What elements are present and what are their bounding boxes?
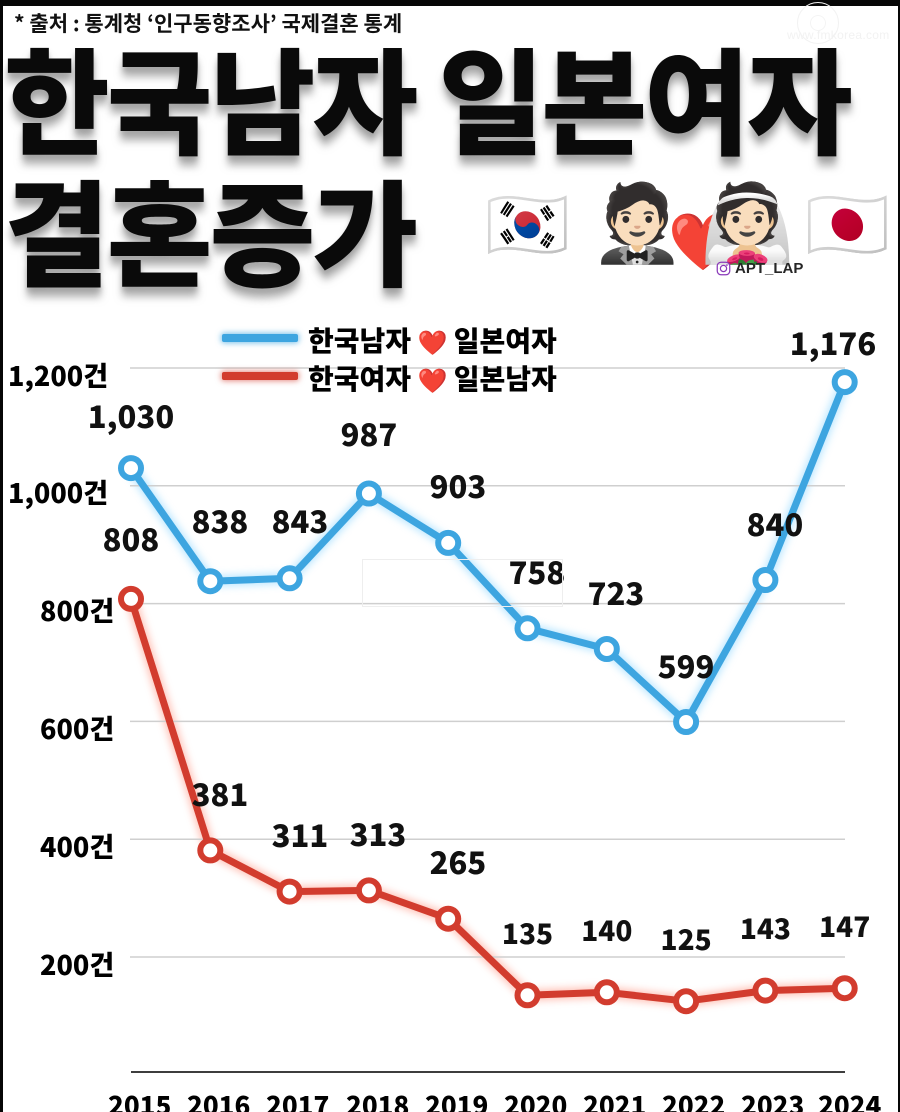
svg-text:808: 808: [103, 515, 160, 560]
svg-text:125: 125: [661, 919, 712, 959]
svg-text:311: 311: [272, 811, 329, 856]
svg-text:265: 265: [430, 838, 487, 883]
svg-text:838: 838: [192, 497, 249, 542]
svg-text:1,176: 1,176: [790, 319, 876, 364]
svg-text:843: 843: [272, 497, 329, 542]
svg-text:840: 840: [747, 500, 804, 545]
svg-text:143: 143: [740, 908, 791, 948]
svg-text:987: 987: [341, 410, 398, 455]
svg-text:135: 135: [502, 913, 553, 953]
svg-text:1,030: 1,030: [88, 392, 174, 437]
svg-text:903: 903: [430, 462, 487, 507]
svg-text:140: 140: [581, 910, 632, 950]
svg-text:147: 147: [819, 906, 870, 946]
svg-text:313: 313: [350, 810, 407, 855]
svg-text:723: 723: [588, 569, 645, 614]
svg-text:599: 599: [658, 642, 715, 687]
svg-text:381: 381: [192, 770, 249, 815]
